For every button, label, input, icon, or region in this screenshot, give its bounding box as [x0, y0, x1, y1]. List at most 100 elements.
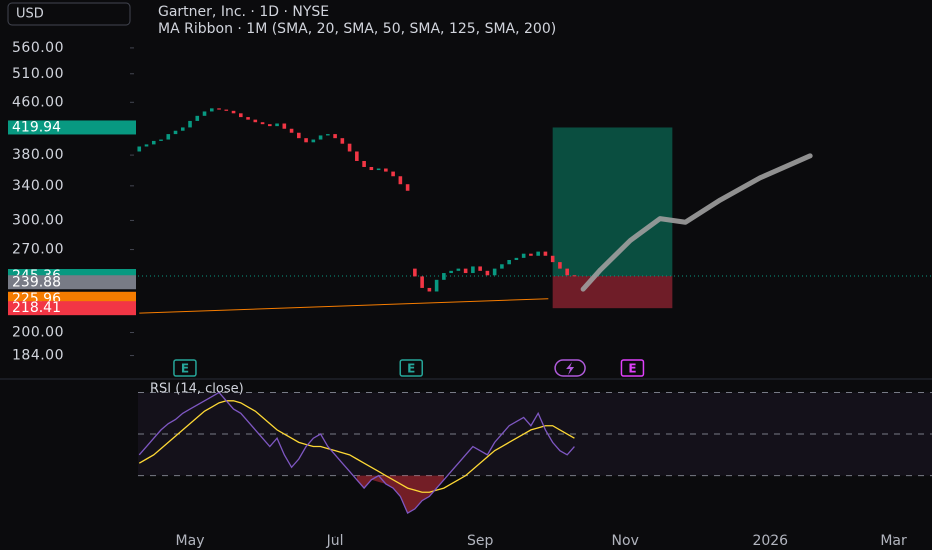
candle: [500, 264, 504, 269]
chart-title: Gartner, Inc. · 1D · NYSE: [158, 4, 329, 20]
candle: [318, 135, 323, 140]
candle: [224, 109, 229, 111]
earnings-badge: [173, 359, 197, 377]
candle: [275, 123, 279, 127]
candle: [173, 130, 178, 135]
y-tick-label: 560.00: [12, 40, 64, 56]
candle: [507, 259, 511, 265]
candle: [376, 168, 381, 171]
candle: [326, 134, 330, 136]
price-label-box: [8, 120, 136, 135]
rsi-line: [138, 391, 575, 514]
y-tick-label: 510.00: [12, 66, 64, 82]
candle: [260, 122, 265, 125]
y-tick-label: 460.00: [12, 94, 64, 110]
price-label-box: [8, 301, 136, 316]
x-tick-label: Mar: [880, 533, 907, 549]
currency[interactable]: USD: [16, 7, 44, 22]
candle: [311, 139, 316, 143]
candle: [427, 287, 432, 292]
candle: [384, 168, 388, 172]
x-tick-label: Jul: [326, 533, 344, 549]
candle: [456, 268, 461, 271]
candle: [369, 166, 374, 171]
candle: [478, 266, 482, 271]
candle: [340, 138, 345, 144]
candle: [434, 279, 439, 292]
y-tick-label: 184.00: [12, 348, 64, 364]
plot-layer: RSI (14, close) E E E 560.00 510.00 460.00 380.…: [8, 40, 932, 549]
candle: [565, 268, 569, 276]
candle: [151, 140, 156, 145]
earnings-label: E: [628, 362, 636, 376]
flash-icon: [566, 362, 575, 375]
candle: [471, 266, 475, 274]
candle: [180, 127, 185, 131]
currency-box[interactable]: [7, 2, 131, 26]
candle: [238, 113, 243, 118]
x-tick-label: Nov: [612, 533, 639, 549]
y-tick-label: 270.00: [12, 242, 64, 258]
candle: [362, 160, 366, 167]
ma-line: [139, 298, 549, 314]
candle: [550, 255, 555, 263]
price-label: 419.94: [12, 119, 61, 135]
candle: [246, 117, 250, 120]
candle: [420, 276, 424, 288]
candle: [159, 139, 163, 141]
candle: [463, 268, 468, 274]
earnings-label: E: [407, 362, 415, 376]
flash-event: [554, 359, 586, 377]
candle: [231, 110, 236, 114]
candle: [268, 124, 272, 127]
candle: [485, 270, 490, 276]
candle: [529, 253, 533, 256]
candle: [543, 251, 548, 256]
y-tick-label: 340.00: [12, 178, 64, 194]
candle: [572, 275, 577, 277]
earnings-label: E: [181, 362, 189, 376]
chart-subtitle: MA Ribbon · 1M (SMA, 20, SMA, 50, SMA, 1…: [158, 21, 556, 37]
candle: [144, 144, 149, 147]
candle: [449, 270, 453, 274]
candle: [137, 146, 142, 152]
y-tick-label: 200.00: [12, 325, 64, 341]
candle: [347, 143, 352, 152]
candle: [253, 119, 258, 123]
y-tick-label: 380.00: [12, 147, 64, 163]
candle: [188, 120, 192, 128]
price-label: 218.41: [12, 300, 61, 316]
y-tick-label: 300.00: [12, 212, 64, 228]
price-label-box: [8, 275, 136, 290]
candle: [304, 138, 308, 143]
x-tick-label: 2026: [752, 533, 788, 549]
position-loss: [552, 276, 673, 309]
candle: [391, 171, 395, 177]
candle: [217, 108, 221, 110]
candle: [297, 132, 301, 139]
candle: [442, 273, 446, 280]
rsi-oversold-fill: [356, 475, 444, 514]
candle: [333, 134, 337, 139]
candle: [195, 115, 200, 121]
candle: [289, 128, 294, 133]
earnings-badge: [399, 359, 423, 377]
candle: [413, 268, 417, 277]
candle: [355, 151, 359, 161]
projection-line: [580, 153, 813, 292]
candle: [492, 268, 497, 276]
x-tick-label: May: [176, 533, 205, 549]
position-profit: [552, 127, 673, 277]
candle: [514, 257, 519, 260]
x-tick-label: Sep: [467, 533, 494, 549]
candle: [166, 134, 171, 140]
candle: [521, 253, 526, 258]
candle: [282, 123, 287, 129]
price-label: 239.88: [12, 274, 61, 290]
candle: [558, 262, 562, 269]
earnings-badge: [620, 359, 645, 377]
rsi-ma-line: [138, 400, 575, 493]
rsi-title: RSI (14, close): [150, 382, 244, 397]
candle: [398, 176, 403, 185]
